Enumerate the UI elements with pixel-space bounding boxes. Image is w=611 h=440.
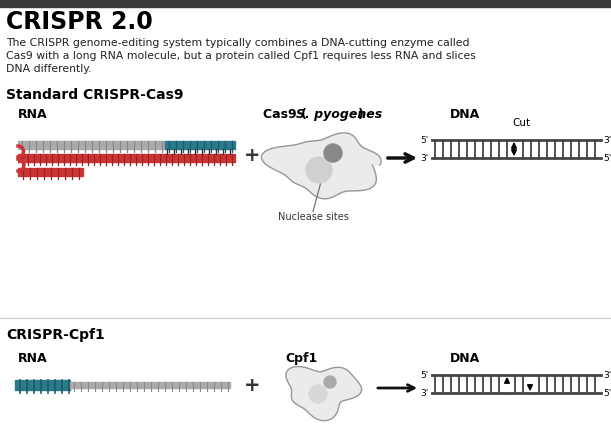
Bar (18, 168, 83, 176)
Text: 5': 5' (603, 389, 611, 397)
Text: +: + (244, 146, 260, 165)
Text: CRISPR 2.0: CRISPR 2.0 (6, 10, 153, 34)
Text: DNA: DNA (450, 108, 480, 121)
Text: Cas9 (: Cas9 ( (263, 108, 307, 121)
Circle shape (324, 376, 336, 388)
Text: 5': 5' (421, 136, 429, 144)
Circle shape (306, 157, 332, 183)
Text: 3': 3' (421, 154, 429, 162)
Text: ): ) (358, 108, 364, 121)
Polygon shape (286, 367, 362, 421)
Text: DNA: DNA (450, 352, 480, 365)
Bar (18, 141, 165, 149)
Polygon shape (262, 133, 381, 199)
Bar (18, 154, 235, 162)
Text: 3': 3' (603, 136, 611, 144)
Bar (15, 380, 70, 390)
Circle shape (324, 144, 342, 162)
Bar (0, 0, 611, 7)
Text: CRISPR-Cpf1: CRISPR-Cpf1 (6, 328, 104, 342)
Text: Cut: Cut (512, 118, 530, 128)
Text: Standard CRISPR-Cas9: Standard CRISPR-Cas9 (6, 88, 183, 102)
Text: The CRISPR genome-editing system typically combines a DNA-cutting enzyme called: The CRISPR genome-editing system typical… (6, 38, 469, 48)
Text: 3': 3' (603, 370, 611, 379)
Text: 5': 5' (603, 154, 611, 162)
Text: 3': 3' (421, 389, 429, 397)
Bar (70, 382, 230, 388)
Text: DNA differently.: DNA differently. (6, 64, 92, 74)
Bar (165, 141, 235, 149)
Text: +: + (244, 375, 260, 395)
Text: Cpf1: Cpf1 (285, 352, 317, 365)
Text: S. pyogenes: S. pyogenes (296, 108, 382, 121)
Circle shape (309, 385, 327, 403)
Text: 5': 5' (421, 370, 429, 379)
Text: RNA: RNA (18, 352, 48, 365)
Text: Nuclease sites: Nuclease sites (277, 212, 348, 222)
Text: RNA: RNA (18, 108, 48, 121)
Text: Cas9 with a long RNA molecule, but a protein called Cpf1 requires less RNA and s: Cas9 with a long RNA molecule, but a pro… (6, 51, 476, 61)
